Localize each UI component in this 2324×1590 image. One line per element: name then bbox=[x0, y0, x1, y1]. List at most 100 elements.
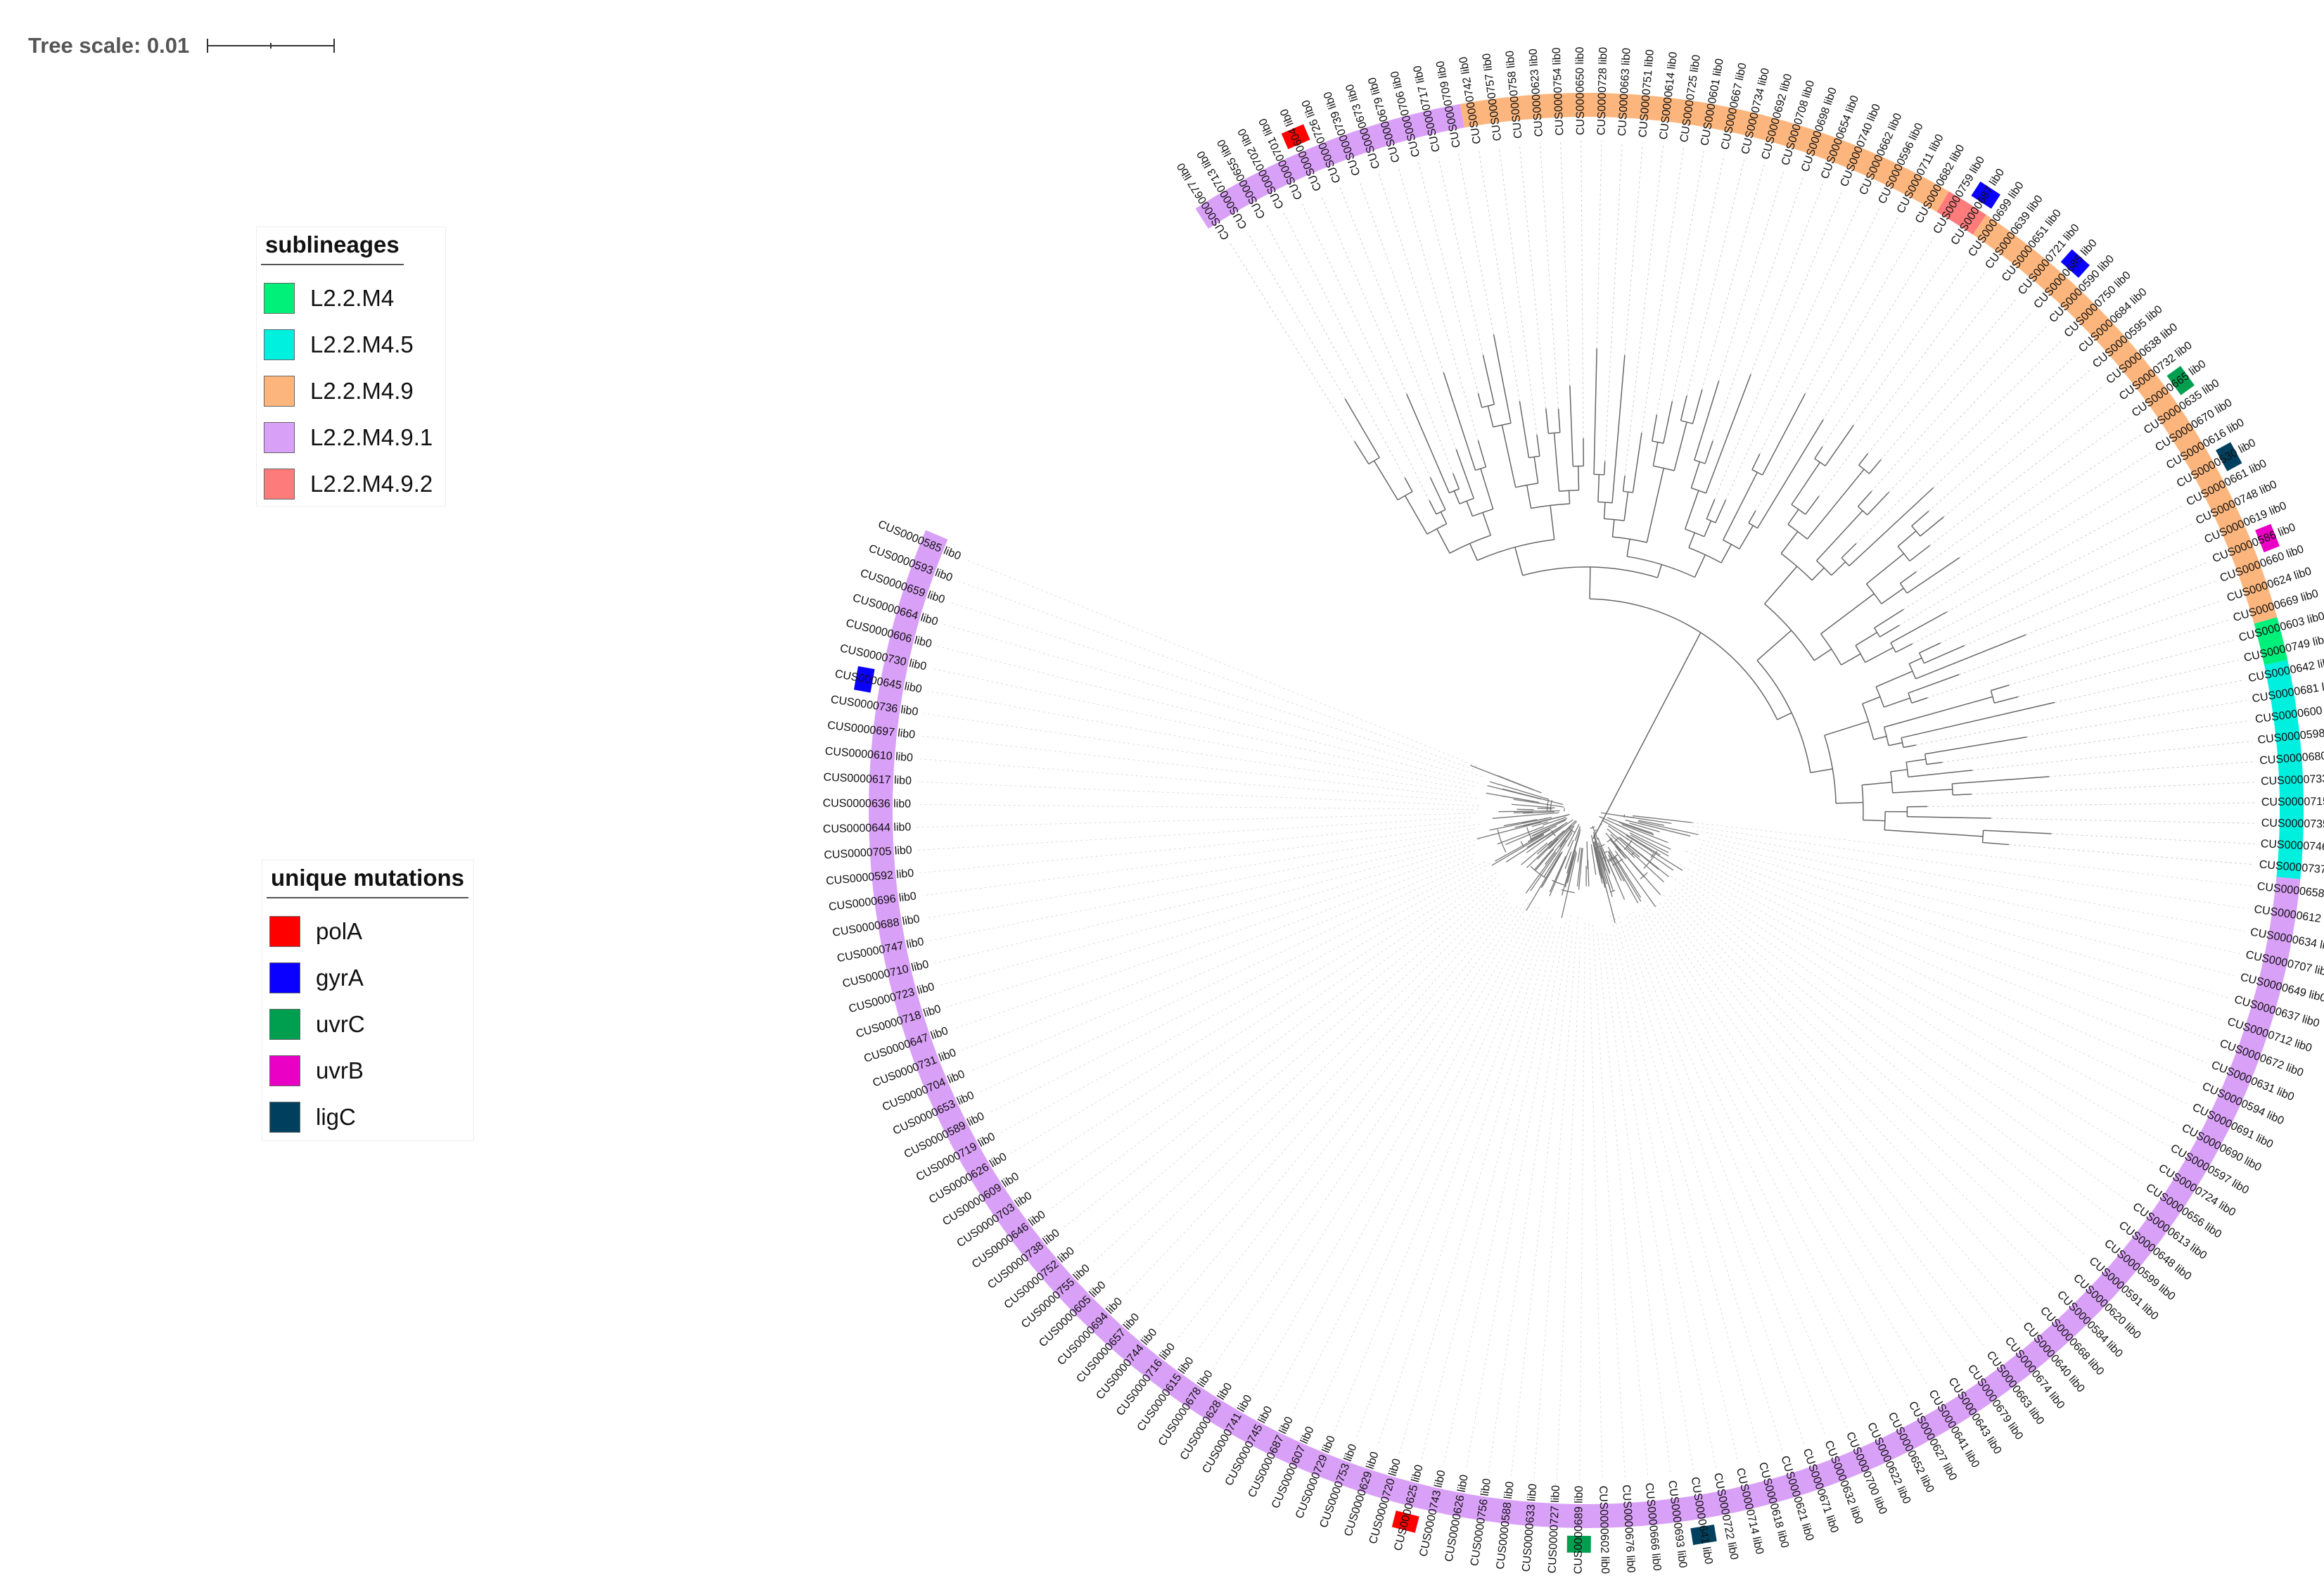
inner-branch bbox=[1559, 829, 1573, 848]
tree-branch bbox=[1907, 816, 1991, 819]
inner-branch bbox=[1612, 858, 1623, 866]
inner-branch bbox=[1525, 852, 1557, 893]
tree-branch bbox=[1861, 784, 1864, 820]
inner-branch bbox=[1614, 837, 1619, 843]
tree-branch bbox=[1868, 459, 1882, 474]
leaf-guide-line bbox=[1022, 877, 1483, 1174]
tree-branch bbox=[1553, 433, 1560, 492]
leaf-guide-line bbox=[1272, 906, 1536, 1403]
leaf-guide-line bbox=[1421, 931, 1556, 1460]
leaf-guide-line bbox=[1194, 905, 1518, 1354]
inner-branch bbox=[1495, 833, 1545, 862]
leaf-guide-line bbox=[1929, 401, 2117, 546]
leaf-guide-line bbox=[1478, 149, 1520, 402]
leaf-guide-line bbox=[927, 690, 1467, 789]
inner-branch bbox=[1623, 840, 1633, 851]
leaf-guide-line bbox=[1669, 895, 2055, 1290]
tree-branch bbox=[1597, 474, 1600, 502]
leaf-guide-line bbox=[945, 844, 1475, 1008]
tree-branch bbox=[1477, 440, 1487, 468]
tree-branch bbox=[1715, 499, 1727, 523]
inner-branch bbox=[1566, 829, 1581, 874]
inner-branch bbox=[1537, 808, 1552, 810]
sublineage-legend-item: L2.2.M4.5 bbox=[257, 322, 445, 368]
legend-label: L2.2.M4.9 bbox=[310, 378, 414, 404]
leaf-label: CUS0000756 lib0 bbox=[1469, 1477, 1493, 1567]
leaf-guide-line bbox=[1626, 916, 1826, 1437]
leaf-label: CUS0000641 lib0 bbox=[1689, 1476, 1715, 1565]
tree-branch bbox=[1841, 557, 1850, 566]
leaf-guide-line bbox=[2051, 833, 2255, 844]
leaf-guide-line bbox=[1359, 180, 1457, 450]
tree-branch bbox=[1705, 374, 1751, 494]
mutations-legend: unique mutations polA gyrA uvrC uvrB lig… bbox=[262, 860, 474, 1141]
leaf-guide-line bbox=[2049, 761, 2254, 777]
tree-branch bbox=[1909, 545, 1931, 562]
inner-branch bbox=[1630, 834, 1669, 857]
inner-branch bbox=[1546, 799, 1550, 811]
legend-label: polA bbox=[316, 918, 363, 944]
inner-branch bbox=[1574, 826, 1581, 841]
leaf-guide-line bbox=[1417, 162, 1479, 394]
leaf-label: CUS0000742 lib0 bbox=[1457, 56, 1483, 145]
inner-branch bbox=[1501, 795, 1540, 803]
inner-branch bbox=[1564, 856, 1574, 888]
tree-branch bbox=[1879, 625, 1900, 637]
inner-branch bbox=[1513, 811, 1533, 813]
tree-branch bbox=[1569, 386, 1573, 466]
inner-branch bbox=[1590, 826, 1595, 829]
leaf-label: CUS0000697 lib0 bbox=[826, 720, 916, 742]
legend-swatch bbox=[269, 1102, 300, 1133]
leaf-guide-line bbox=[1498, 146, 1538, 435]
inner-branch bbox=[1489, 781, 1550, 800]
tree-branch bbox=[1611, 355, 1626, 503]
tree-branch bbox=[1353, 440, 1370, 465]
leaf-guide-line bbox=[931, 668, 1475, 787]
leaf-label: CUS0000722 lib0 bbox=[1711, 1472, 1740, 1560]
leaf-guide-line bbox=[1692, 822, 2252, 886]
tree-branch bbox=[1895, 643, 1913, 653]
tree-branch bbox=[1762, 393, 1806, 476]
tree-branch bbox=[1501, 424, 1517, 488]
leaf-guide-line bbox=[1265, 222, 1405, 478]
tree-branch bbox=[1368, 457, 1380, 465]
tree-branch bbox=[1480, 468, 1494, 509]
tree-branch bbox=[1720, 544, 1732, 564]
inner-branch bbox=[1632, 815, 1694, 824]
leaf-guide-line bbox=[1062, 884, 1493, 1229]
leaf-guide-line bbox=[2026, 699, 2247, 738]
tree-branch bbox=[1604, 518, 1625, 521]
tree-branch bbox=[1477, 393, 1483, 408]
tree-branch bbox=[1453, 490, 1460, 504]
leaf-guide-line bbox=[1510, 931, 1573, 1477]
tree-branch bbox=[1787, 523, 1808, 540]
tree-branch bbox=[1875, 670, 1913, 687]
tree-branch bbox=[1748, 510, 1756, 523]
inner-branch bbox=[1498, 810, 1560, 813]
tree-branch bbox=[1906, 758, 1927, 763]
leaf-guide-line bbox=[1539, 142, 1559, 409]
legend-swatch bbox=[264, 283, 295, 314]
inner-branch bbox=[1547, 830, 1565, 846]
tree-branch bbox=[1811, 567, 1825, 581]
leaf-guide-line bbox=[1940, 523, 2192, 644]
leaf-guide-line bbox=[920, 735, 1478, 799]
tree-branch bbox=[1858, 464, 1870, 474]
inner-branch bbox=[1593, 841, 1606, 888]
leaf-guide-line bbox=[2055, 659, 2239, 703]
leaf-guide-line bbox=[1942, 720, 2250, 763]
inner-branch bbox=[1576, 848, 1583, 887]
tree-branch bbox=[1590, 598, 1778, 720]
leaf-guide-line bbox=[1659, 902, 2004, 1335]
leaf-guide-line bbox=[1339, 187, 1454, 474]
leaf-guide-line bbox=[1714, 191, 1842, 500]
tree-branch bbox=[1855, 632, 1878, 647]
tree-branch bbox=[1443, 372, 1476, 471]
leaf-guide-line bbox=[929, 833, 1469, 941]
tree-branch bbox=[1908, 674, 1960, 694]
tree-branch bbox=[1874, 609, 1904, 629]
tree-branch bbox=[1593, 348, 1597, 475]
tree-branch bbox=[1623, 490, 1633, 493]
tree-branch bbox=[1810, 768, 1833, 773]
leaf-guide-line bbox=[1108, 890, 1505, 1280]
